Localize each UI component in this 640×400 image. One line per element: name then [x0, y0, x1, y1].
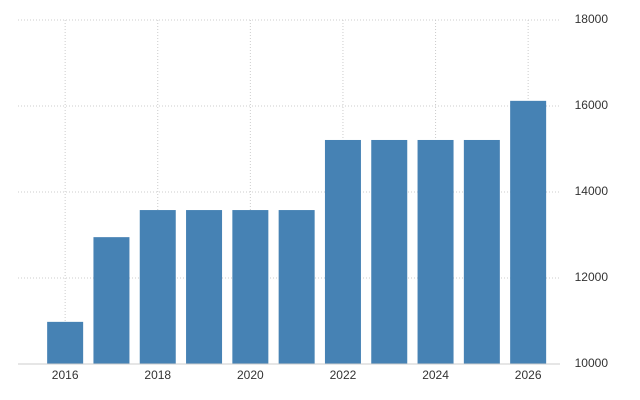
bar	[47, 321, 84, 364]
y-tick-label: 10000	[575, 356, 609, 370]
y-tick-label: 12000	[575, 270, 609, 284]
bar	[324, 139, 361, 364]
y-tick-label: 16000	[575, 98, 609, 112]
bar	[186, 210, 223, 364]
bar	[417, 139, 454, 364]
bar	[463, 139, 500, 364]
bar	[278, 210, 315, 364]
x-tick-label: 2016	[52, 368, 79, 382]
bar	[139, 210, 176, 364]
bar	[371, 139, 408, 364]
x-tick-label: 2024	[422, 368, 449, 382]
y-tick-label: 18000	[575, 12, 609, 26]
x-tick-label: 2018	[144, 368, 171, 382]
bar	[93, 237, 130, 364]
x-tick-label: 2022	[330, 368, 357, 382]
bar	[232, 210, 269, 364]
y-tick-label: 14000	[575, 184, 609, 198]
x-tick-label: 2026	[515, 368, 542, 382]
bar	[510, 100, 547, 364]
x-tick-label: 2020	[237, 368, 264, 382]
